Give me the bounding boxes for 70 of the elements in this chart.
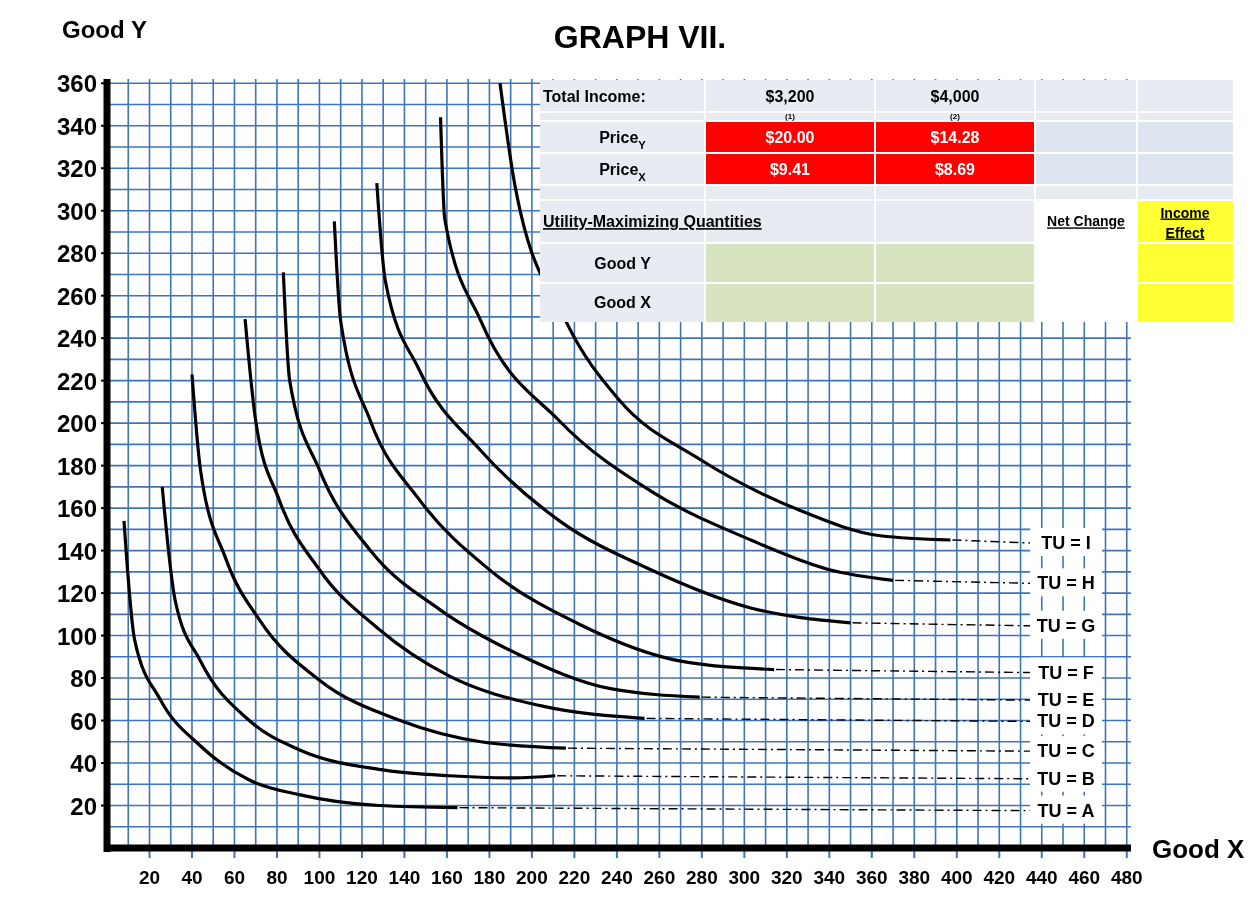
y-tick-label: 280: [56, 240, 97, 268]
y-tick-label: 60: [70, 707, 97, 735]
annotation: $14.28: [930, 128, 980, 146]
annotation: (2): [950, 112, 961, 122]
y-tick-label: 240: [56, 325, 97, 353]
y-tick-label: 180: [56, 452, 97, 480]
x-tick-label: 80: [266, 867, 288, 888]
x-tick-label: 340: [813, 867, 846, 888]
y-tick-label: 80: [70, 665, 97, 693]
x-tick-label: 200: [516, 867, 548, 888]
x-tick-label: 440: [1025, 867, 1058, 888]
x-tick-label: 480: [1110, 867, 1143, 888]
y-tick-label: 160: [56, 495, 97, 523]
x-tick-label: 300: [728, 867, 761, 888]
y-tick-label: 260: [56, 282, 97, 310]
y-tick-label: 40: [70, 750, 97, 778]
chart-title: GRAPH VII.: [553, 19, 727, 55]
x-tick-label: 160: [431, 867, 463, 888]
x-tick-label: 120: [346, 867, 378, 888]
text: TU = G: [1036, 615, 1096, 636]
annotation: Price$_{Y}$: [599, 128, 647, 151]
y-axis-title: Good Y: [62, 16, 147, 43]
y-tick-label: 20: [70, 792, 97, 820]
x-tick-label: 420: [983, 867, 1016, 888]
text: TU = A: [1037, 800, 1095, 821]
annotation: Price$_{X}$: [599, 160, 647, 183]
x-tick-label: 280: [686, 867, 718, 888]
x-tick-label: 140: [388, 867, 421, 888]
annotation: (1): [785, 112, 796, 122]
annotation: Good Y: [594, 254, 652, 272]
y-tick-label: 100: [56, 622, 97, 650]
x-tick-label: 320: [770, 867, 803, 888]
x-tick-label: 40: [181, 867, 203, 888]
text: TU = H: [1037, 573, 1095, 594]
x-tick-label: 60: [223, 867, 246, 888]
y-tick-label: 320: [56, 155, 97, 183]
text: TU = C: [1037, 741, 1095, 762]
annotation: $8.69: [934, 160, 976, 178]
annotation: $20.00: [765, 128, 815, 146]
y-tick-label: 200: [56, 410, 97, 438]
x-tick-label: 360: [855, 867, 888, 888]
x-tick-label: 380: [898, 867, 931, 888]
annotation: $4,000: [930, 87, 980, 105]
text: TU = E: [1037, 690, 1095, 711]
x-tick-label: 460: [1068, 867, 1101, 888]
annotation: Net Change: [1047, 213, 1126, 230]
x-tick-label: 260: [643, 867, 676, 888]
x-tick-label: 240: [601, 867, 633, 888]
y-tick-label: 140: [56, 537, 97, 565]
x-axis-title: Good X: [1152, 834, 1246, 864]
y-tick-label: 360: [56, 70, 97, 98]
annotation: Utility-Maximizing Quantities: [543, 213, 762, 231]
y-tick-label: 340: [56, 112, 97, 140]
x-tick-label: 180: [473, 867, 506, 888]
text: TU = B: [1037, 768, 1095, 789]
text: TU = F: [1038, 662, 1094, 683]
x-tick-label: 20: [138, 867, 161, 888]
y-tick-label: 120: [56, 580, 97, 608]
annotation: $9.41: [769, 160, 811, 178]
x-tick-label: 400: [940, 867, 973, 888]
annotation: Good X: [594, 294, 652, 312]
x-tick-label: 220: [558, 867, 591, 888]
y-tick-label: 220: [56, 367, 97, 395]
x-tick-label: 100: [303, 867, 336, 888]
y-tick-label: 300: [56, 197, 97, 225]
text: TU = D: [1037, 711, 1095, 732]
annotation: Total Income:: [543, 87, 646, 105]
text: TU = I: [1041, 532, 1091, 553]
text: Income Effect: [1160, 204, 1210, 241]
annotation: $3,200: [765, 87, 815, 105]
